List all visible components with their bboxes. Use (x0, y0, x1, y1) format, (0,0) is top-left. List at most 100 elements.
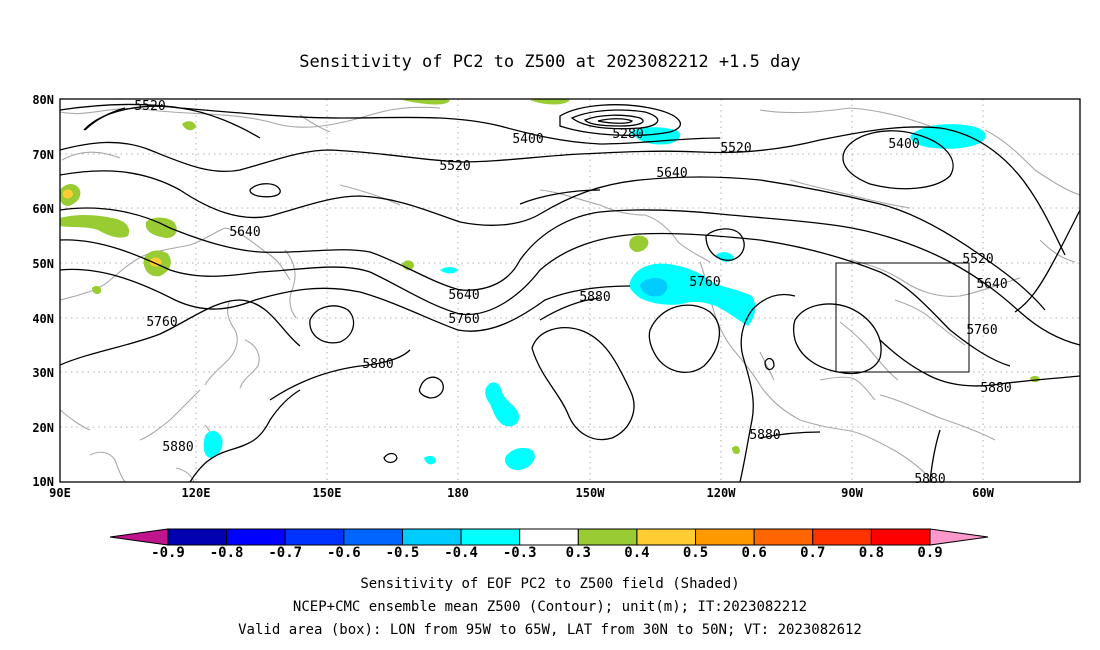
lat-tick-label: 50N (32, 257, 54, 271)
colorbar-segment (284, 528, 345, 546)
shade-neg-small-2 (424, 455, 436, 465)
figure-title: Sensitivity of PC2 to Z500 at 2023082212… (299, 52, 801, 72)
shade-pos-west-core (63, 189, 73, 199)
colorbar-label: -0.7 (268, 545, 302, 561)
caption-line-1: Sensitivity of EOF PC2 to Z500 field (Sh… (360, 576, 739, 592)
shade-neg-central-pacific (485, 382, 520, 427)
contour-label: 5520 (439, 159, 470, 174)
colorbar-label: 0.6 (742, 545, 767, 561)
colorbar-label: -0.3 (503, 545, 537, 561)
lon-tick-label: 60W (972, 486, 994, 500)
contour-label: 5880 (362, 357, 393, 372)
colorbar-segment (167, 528, 228, 546)
shade-neg-canada-east (910, 124, 986, 149)
lon-tick-label: 120W (707, 486, 737, 500)
shade-neg-pacific-core (640, 277, 668, 297)
colorbar-arrow-left (109, 528, 169, 546)
contour-labels: 5520 5400 5280 5520 5400 5640 5520 5640 … (134, 99, 1011, 487)
colorbar-label: 0.7 (800, 545, 825, 561)
contour-label: 5280 (612, 127, 643, 142)
sensitivity-shading (59, 98, 1040, 471)
contour-label: 5760 (966, 323, 997, 338)
colorbar-segment (226, 528, 286, 546)
shade-pos-west-2 (60, 215, 130, 238)
lat-tick-label: 20N (32, 421, 54, 435)
colorbar: -0.9 -0.8 -0.7 -0.6 -0.5 -0.4 -0.3 0.3 0.4 0.5 0.6… (109, 528, 989, 561)
colorbar-label: 0.8 (859, 545, 884, 561)
contour-label: 5880 (980, 381, 1011, 396)
lon-axis: 90E 120E 150E 180 150W 120W 90W 60W (49, 486, 994, 500)
colorbar-segment (870, 528, 931, 546)
shade-pos-small-1 (402, 260, 414, 271)
colorbar-segment (636, 528, 697, 546)
contour-label: 5640 (229, 225, 260, 240)
colorbar-label: -0.4 (444, 545, 478, 561)
caption-line-3: Valid area (box): LON from 95W to 65W, L… (238, 622, 862, 638)
contour-label: 5760 (146, 315, 177, 330)
colorbar-label: -0.8 (210, 545, 244, 561)
lon-tick-label: 90E (49, 486, 71, 500)
lat-tick-label: 60N (32, 202, 54, 216)
colorbar-label: -0.6 (327, 545, 361, 561)
shade-pos-north-2 (402, 98, 450, 105)
z500-contours (59, 103, 1081, 483)
colorbar-label: -0.5 (386, 545, 420, 561)
contour-label: 5640 (656, 166, 687, 181)
caption: Sensitivity of EOF PC2 to Z500 field (Sh… (238, 576, 862, 638)
contour-label: 5880 (749, 428, 780, 443)
lat-tick-label: 40N (32, 312, 54, 326)
shade-pos-small-3 (732, 445, 740, 455)
shade-pos-north-3 (530, 98, 570, 105)
contour-label: 5760 (448, 312, 479, 327)
lat-tick-label: 80N (32, 93, 54, 107)
shade-neg-central-pacific-south (504, 447, 535, 471)
shade-pos-pacific-nw (629, 235, 649, 252)
colorbar-label: -0.9 (151, 545, 185, 561)
colorbar-segment (812, 528, 872, 546)
contour-label: 5880 (162, 440, 193, 455)
contour-label: 5400 (512, 132, 543, 147)
contour-label: 5520 (720, 141, 751, 156)
lon-tick-label: 90W (841, 486, 863, 500)
contour-label: 5640 (976, 277, 1007, 292)
colorbar-label: 0.3 (566, 545, 591, 561)
map-background (60, 99, 1080, 482)
lat-axis: 80N 70N 60N 50N 40N 30N 20N 10N (32, 93, 54, 489)
shade-neg-small-1 (440, 267, 458, 274)
colorbar-segment (577, 528, 638, 546)
map-panel: 5520 5400 5280 5520 5400 5640 5520 5640 … (59, 98, 1081, 487)
colorbar-segment (460, 528, 521, 546)
valid-area-box (835, 262, 970, 373)
lat-tick-label: 70N (32, 148, 54, 162)
shade-pos-north-1 (182, 121, 196, 131)
colorbar-segment (401, 528, 462, 546)
lon-tick-label: 150E (313, 486, 342, 500)
colorbar-label: 0.9 (917, 545, 942, 561)
colorbar-segment (343, 528, 403, 546)
colorbar-label: 0.4 (624, 545, 649, 561)
coastlines (59, 106, 1081, 483)
colorbar-segment (695, 528, 755, 546)
lon-tick-label: 150W (576, 486, 606, 500)
contour-label: 5400 (888, 137, 919, 152)
lat-tick-label: 30N (32, 366, 54, 380)
shade-pos-west-3-core (150, 257, 162, 267)
lon-tick-label: 120E (182, 486, 211, 500)
caption-line-2: NCEP+CMC ensemble mean Z500 (Contour); u… (293, 599, 807, 615)
lon-tick-label: 180 (447, 486, 469, 500)
colorbar-segment (519, 528, 579, 546)
map-gridlines (60, 99, 1080, 482)
shade-pos-small-2 (92, 285, 102, 295)
contour-label: 5520 (962, 252, 993, 267)
colorbar-arrow-right (929, 528, 989, 546)
contour-label: 5760 (689, 275, 720, 290)
contour-label: 5640 (448, 288, 479, 303)
map-frame (59, 98, 1081, 483)
contour-label: 5520 (134, 99, 165, 114)
shade-neg-south-china-sea (203, 430, 223, 458)
contour-label: 5880 (914, 472, 945, 487)
contour-label: 5880 (579, 290, 610, 305)
colorbar-label: 0.5 (683, 545, 708, 561)
colorbar-segment (753, 528, 814, 546)
